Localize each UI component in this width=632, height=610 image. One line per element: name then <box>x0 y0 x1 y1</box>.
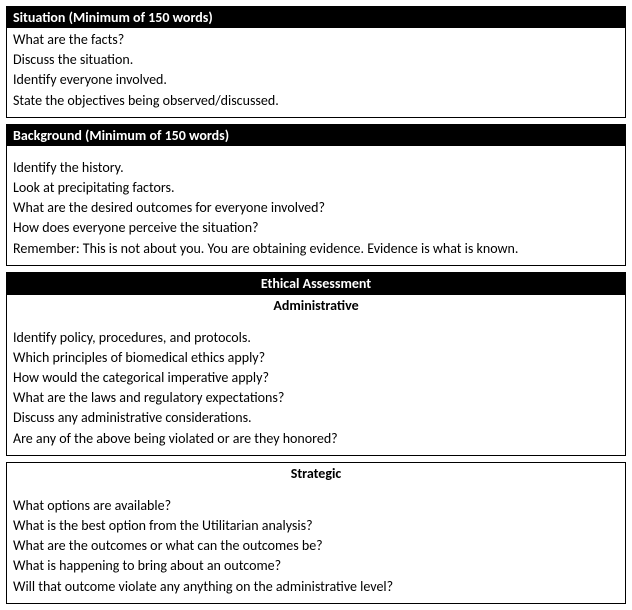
situation-header: Situation (Minimum of 150 words) <box>7 7 625 28</box>
background-line: What are the desired outcomes for everyo… <box>13 198 619 218</box>
strategic-line: What are the outcomes or what can the ou… <box>13 536 619 556</box>
background-header: Background (Minimum of 150 words) <box>7 125 625 146</box>
situation-line: State the objectives being observed/disc… <box>13 91 619 111</box>
background-line: Look at precipitating factors. <box>13 178 619 198</box>
admin-line: How would the categorical imperative app… <box>13 368 619 388</box>
ethical-admin-section: Ethical Assessment Administrative Identi… <box>6 272 626 456</box>
background-section: Background (Minimum of 150 words) Identi… <box>6 124 626 266</box>
background-body: Identify the history. Look at precipitat… <box>7 146 625 265</box>
situation-line: What are the facts? <box>13 30 619 50</box>
administrative-body: Identify policy, procedures, and protoco… <box>7 316 625 455</box>
situation-body: What are the facts? Discuss the situatio… <box>7 28 625 117</box>
admin-line: Which principles of biomedical ethics ap… <box>13 348 619 368</box>
admin-line: What are the laws and regulatory expecta… <box>13 388 619 408</box>
administrative-header: Administrative <box>7 294 625 316</box>
strategic-header: Strategic <box>7 463 625 484</box>
strategic-line: Will that outcome violate any anything o… <box>13 577 619 597</box>
admin-line: Are any of the above being violated or a… <box>13 429 619 449</box>
background-line: Remember: This is not about you. You are… <box>13 239 619 259</box>
background-line: How does everyone perceive the situation… <box>13 218 619 238</box>
ethical-header: Ethical Assessment <box>7 273 625 294</box>
situation-section: Situation (Minimum of 150 words) What ar… <box>6 6 626 118</box>
admin-line: Identify policy, procedures, and protoco… <box>13 328 619 348</box>
admin-line: Discuss any administrative consideration… <box>13 408 619 428</box>
strategic-body: What options are available? What is the … <box>7 484 625 603</box>
situation-line: Discuss the situation. <box>13 50 619 70</box>
situation-line: Identify everyone involved. <box>13 70 619 90</box>
background-line: Identify the history. <box>13 158 619 178</box>
strategic-line: What is happening to bring about an outc… <box>13 556 619 576</box>
strategic-line: What options are available? <box>13 496 619 516</box>
strategic-section: Strategic What options are available? Wh… <box>6 462 626 604</box>
strategic-line: What is the best option from the Utilita… <box>13 516 619 536</box>
